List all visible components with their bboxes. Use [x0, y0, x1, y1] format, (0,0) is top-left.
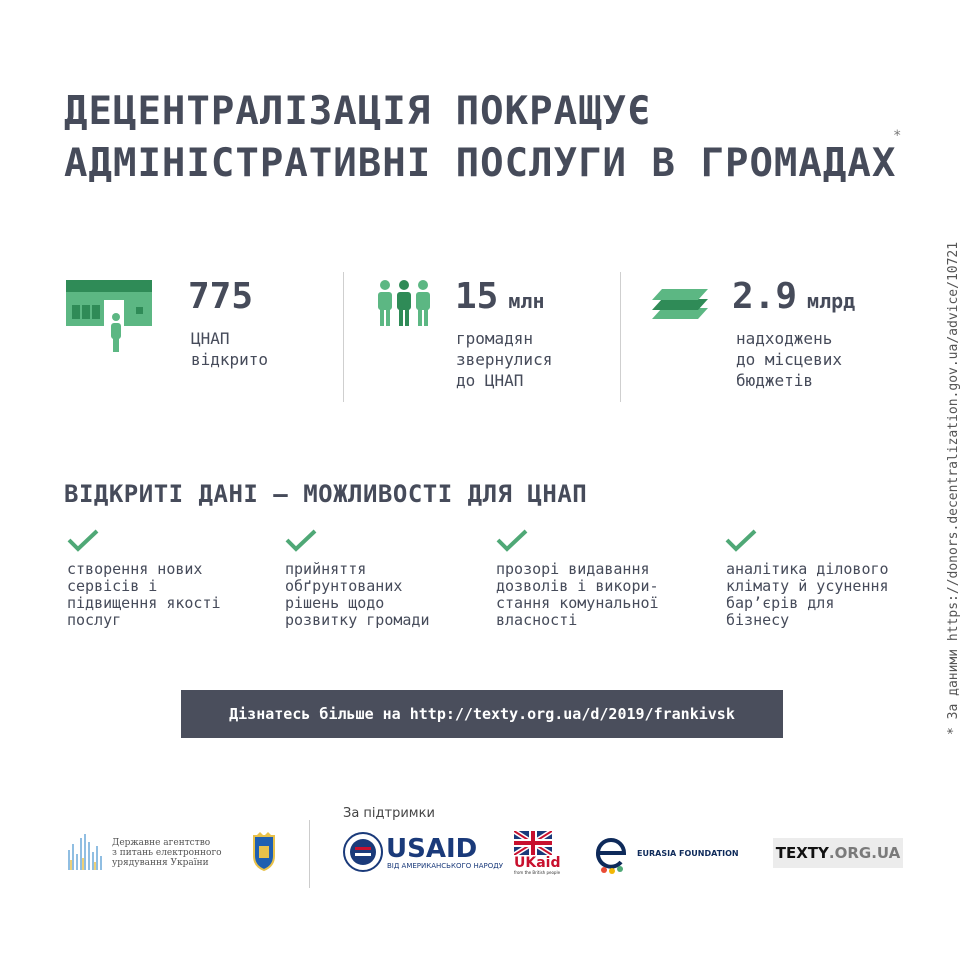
- usaid-seal-icon: [343, 832, 383, 872]
- opportunity-item: прозорі видавання дозволів і викори- ста…: [496, 560, 659, 629]
- title-footnote-marker: *: [893, 128, 902, 144]
- checkmark-icon: [496, 529, 528, 552]
- texty-logo: TEXTY .ORG.UA: [773, 838, 903, 868]
- stat-3-number: 2.9: [732, 276, 798, 317]
- money-stack-icon: [652, 289, 708, 319]
- people-group-icon: [378, 280, 430, 326]
- opportunity-item: прийняття обґрунтованих рішень щодо розв…: [285, 560, 430, 629]
- stat-divider: [343, 272, 344, 402]
- stat-1-value: 775: [188, 276, 253, 317]
- texty-logo-domain: .ORG.UA: [828, 844, 901, 862]
- usaid-logo-text: USAID: [386, 834, 478, 864]
- stat-1-description: ЦНАП відкрито: [191, 329, 269, 369]
- checkmark-icon: [67, 529, 99, 552]
- stat-2-number: 15: [455, 276, 499, 317]
- stat-2-description: громадян звернулися до ЦНАП: [456, 329, 553, 390]
- eurasia-foundation-logo-icon: [596, 838, 627, 874]
- office-building-icon: [66, 280, 152, 352]
- stat-3-value: 2.9 млрд: [732, 276, 855, 317]
- support-label: За підтримки: [343, 806, 435, 821]
- city-coat-of-arms-icon: [253, 832, 275, 872]
- footer-divider: [309, 820, 310, 888]
- stat-2-value: 15 млн: [455, 276, 544, 317]
- stat-2-unit: млн: [508, 289, 545, 313]
- stat-3-description: надходжень до місцевих бюджетів: [736, 329, 842, 390]
- agency-logo-icon: [68, 834, 102, 870]
- eurasia-foundation-name: EURASIA FOUNDATION: [637, 849, 739, 858]
- source-footnote: * За даними https://donors.decentralizat…: [946, 241, 960, 735]
- learn-more-link[interactable]: Дізнатесь більше на http://texty.org.ua/…: [181, 690, 783, 738]
- stat-3-unit: млрд: [807, 289, 856, 313]
- stat-1-number: 775: [188, 276, 254, 317]
- uk-flag-icon: [514, 831, 552, 855]
- title-line-1: ДЕЦЕНТРАЛІЗАЦІЯ ПОКРАЩУЄ: [64, 89, 652, 134]
- usaid-tagline: ВІД АМЕРИКАНСЬКОГО НАРОДУ: [387, 862, 503, 870]
- agency-name: Державне агентство з питань електронного…: [112, 838, 222, 868]
- checkmark-icon: [285, 529, 317, 552]
- section-title: ВІДКРИТІ ДАНІ — МОЖЛИВОСТІ ДЛЯ ЦНАП: [64, 480, 588, 508]
- texty-logo-main: TEXTY: [775, 844, 829, 862]
- stat-divider: [620, 272, 621, 402]
- checkmark-icon: [725, 529, 757, 552]
- title-line-2: АДМІНІСТРАТИВНІ ПОСЛУГИ В ГРОМАДАХ: [64, 141, 897, 186]
- ukaid-logo-text: UKaid: [514, 855, 561, 871]
- page-title: ДЕЦЕНТРАЛІЗАЦІЯ ПОКРАЩУЄ АДМІНІСТРАТИВНІ…: [64, 86, 896, 190]
- opportunity-item: аналітика ділового клімату й усунення ба…: [726, 560, 889, 629]
- ukaid-tagline: from the British people: [514, 870, 561, 875]
- opportunity-item: створення нових сервісів і підвищення як…: [67, 560, 221, 629]
